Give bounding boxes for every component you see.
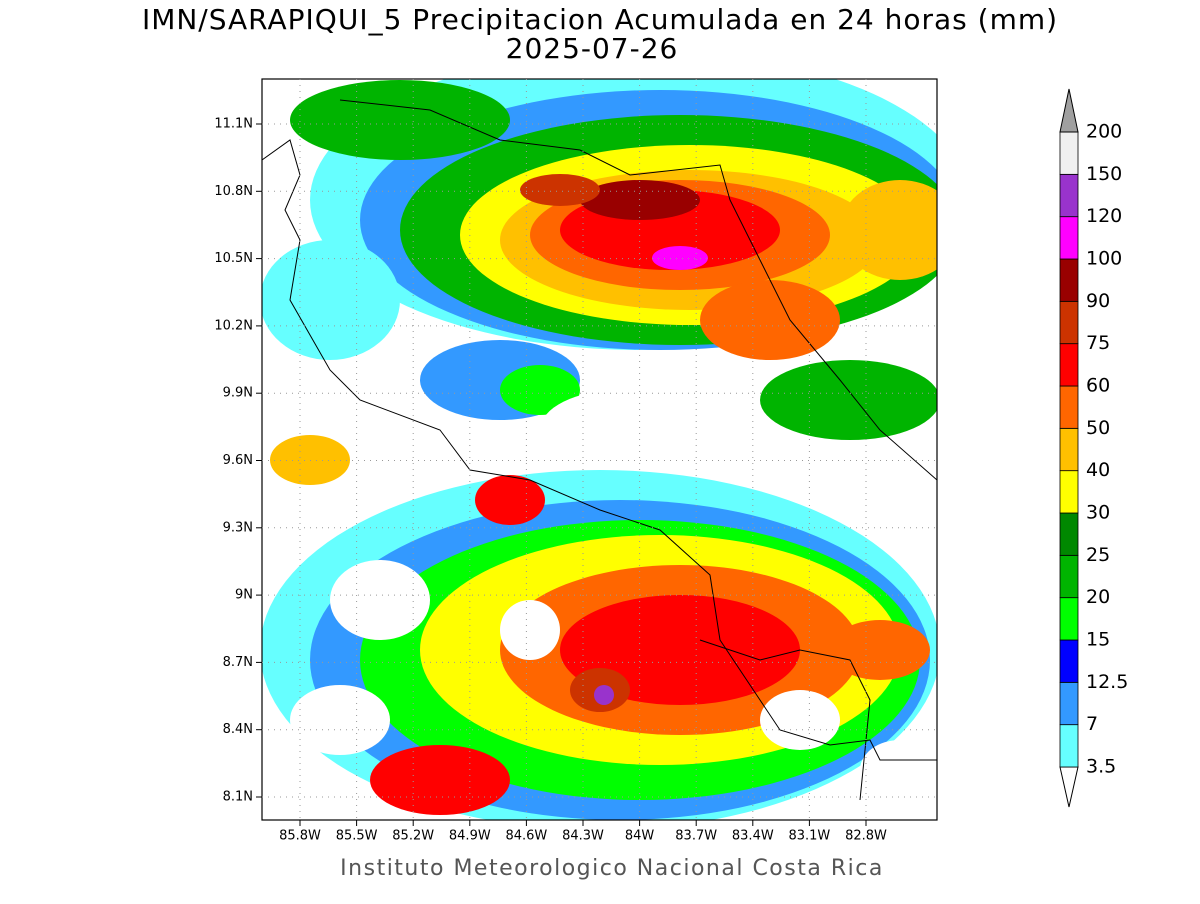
- colorbar: 3.5 7 12.5 15 20 25 30 40 50 60 75 90 100 120 150 200: [1059, 88, 1128, 808]
- colorbar-label: 40: [1086, 459, 1110, 481]
- title: IMN/SARAPIQUI_5 Precipitacion Acumulada …: [142, 3, 1058, 36]
- lat-tick-label: 8.4N: [223, 722, 253, 737]
- colorbar-label: 60: [1086, 375, 1110, 397]
- colorbar-box: [1059, 597, 1079, 641]
- lat-tick-label: 9.3N: [223, 520, 253, 535]
- colorbar-box: [1059, 258, 1079, 302]
- lat-tick-label: 9.6N: [223, 453, 253, 468]
- colorbar-box: [1059, 343, 1079, 387]
- colorbar-label: 90: [1086, 290, 1110, 312]
- colorbar-box: [1059, 131, 1079, 175]
- colorbar-box: [1059, 300, 1079, 345]
- lon-tick-label: 85.2W: [392, 829, 434, 844]
- colorbar-box: [1059, 216, 1079, 260]
- lon-tick-label: 84W: [625, 829, 655, 844]
- colorbar-label: 3.5: [1086, 756, 1116, 778]
- lon-tick-label: 82.8W: [845, 829, 887, 844]
- colorbar-label: 20: [1086, 586, 1110, 608]
- colorbar-label: 25: [1086, 544, 1110, 566]
- colorbar-box: [1059, 173, 1079, 218]
- colorbar-over: [1059, 88, 1079, 133]
- lon-tick-label: 85.5W: [336, 829, 378, 844]
- lon-tick-label: 83.1W: [788, 829, 830, 844]
- lon-tick-label: 84.6W: [505, 829, 547, 844]
- colorbar-label: 200: [1086, 121, 1122, 143]
- colorbar-label: 7: [1086, 713, 1098, 735]
- lat-tick-label: 11.1N: [214, 117, 253, 132]
- colorbar-box: [1059, 470, 1079, 514]
- lon-tick-label: 84.3W: [562, 829, 604, 844]
- lon-tick-label: 83.7W: [675, 829, 717, 844]
- colorbar-label: 150: [1086, 163, 1122, 185]
- precipitation-field: [262, 79, 937, 820]
- footer: Instituto Meteorologico Nacional Costa R…: [340, 856, 884, 881]
- lat-tick-label: 9.9N: [223, 386, 253, 401]
- lat-tick-label: 10.2N: [214, 318, 253, 333]
- colorbar-box: [1059, 385, 1079, 429]
- lat-tick-label: 9N: [235, 588, 253, 603]
- lat-tick-label: 10.5N: [214, 251, 253, 266]
- colorbar-box: [1059, 681, 1079, 726]
- lon-tick-label: 83.4W: [732, 829, 774, 844]
- colorbar-box: [1059, 554, 1079, 599]
- colorbar-label: 12.5: [1086, 671, 1128, 693]
- lat-tick-label: 8.1N: [223, 790, 253, 805]
- colorbar-label: 75: [1086, 332, 1110, 354]
- lon-tick-label: 85.8W: [279, 829, 321, 844]
- colorbar-label: 100: [1086, 248, 1122, 270]
- lon-tick-label: 84.9W: [449, 829, 491, 844]
- colorbar-box: [1059, 639, 1079, 683]
- subtitle: 2025-07-26: [506, 32, 679, 65]
- colorbar-box: [1059, 427, 1079, 472]
- lat-tick-label: 8.7N: [223, 655, 253, 670]
- colorbar-label: 120: [1086, 205, 1122, 227]
- map-frame: [261, 78, 938, 821]
- lat-tick-label: 10.8N: [214, 184, 253, 199]
- colorbar-label: 30: [1086, 502, 1110, 524]
- colorbar-label: 50: [1086, 417, 1110, 439]
- colorbar-box: [1059, 512, 1079, 556]
- colorbar-under: [1059, 766, 1079, 808]
- colorbar-box: [1059, 724, 1079, 768]
- colorbar-label: 15: [1086, 629, 1110, 651]
